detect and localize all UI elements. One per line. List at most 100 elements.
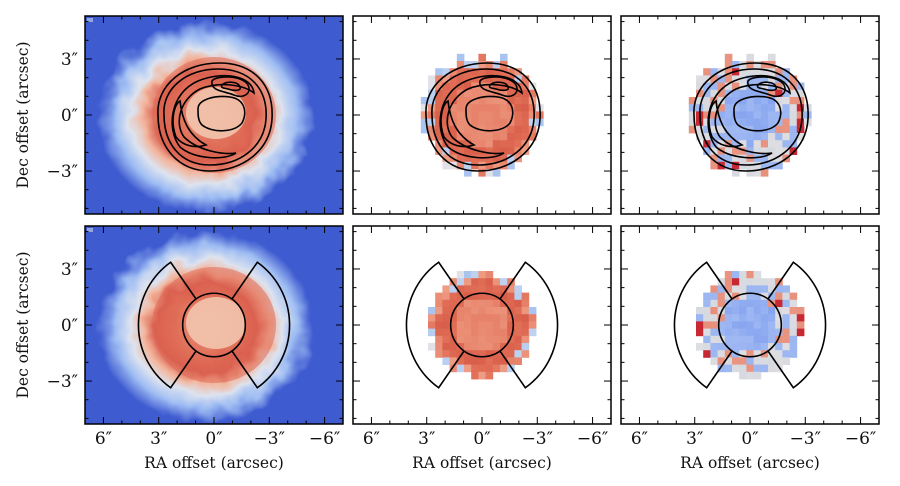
- y-tick-label: −3″: [47, 162, 78, 182]
- map-pixel: [507, 82, 515, 91]
- map-pixel: [456, 285, 465, 293]
- map-pixel: [760, 314, 769, 322]
- map-pixel: [464, 75, 472, 83]
- map-pixel: [471, 89, 479, 98]
- map-pixel: [696, 321, 704, 329]
- map-pixel: [507, 97, 515, 105]
- map-pixel: [471, 125, 479, 134]
- map-pixel: [507, 335, 515, 344]
- map-pixel: [507, 285, 515, 293]
- map-pixel: [796, 111, 805, 119]
- map-pixel: [768, 89, 776, 98]
- map-pixel: [789, 133, 798, 141]
- map-pixel: [782, 118, 790, 127]
- map-pixel: [485, 278, 494, 286]
- map-pixel: [478, 278, 486, 286]
- map-pixel: [435, 133, 443, 141]
- map-pixel: [717, 350, 726, 358]
- nebula-core: [186, 87, 246, 139]
- map-pixel: [514, 321, 522, 329]
- map-pixel: [428, 89, 436, 98]
- map-pixel: [485, 111, 494, 119]
- map-pixel: [464, 154, 472, 163]
- map-pixel: [696, 343, 704, 351]
- map-pixel: [514, 357, 522, 365]
- map-pixel: [732, 307, 740, 315]
- map-pixel: [500, 97, 508, 105]
- y-axis-title: Dec offset (arcsec): [14, 251, 32, 398]
- map-pixel: [478, 53, 486, 62]
- map-pixel: [760, 133, 769, 141]
- map-pixel: [478, 104, 486, 112]
- map-pixel: [528, 111, 537, 119]
- map-pixel: [732, 357, 740, 365]
- map-pixel: [782, 133, 790, 141]
- map-pixel: [428, 321, 436, 329]
- map-pixel: [521, 125, 530, 134]
- map-pixel: [796, 89, 805, 98]
- map-pixel: [703, 82, 711, 91]
- contour-line: [172, 99, 208, 148]
- map-pixel: [485, 321, 494, 329]
- map-pixel: [732, 75, 740, 83]
- map-pixel: [464, 343, 472, 351]
- map-pixel: [796, 118, 805, 127]
- map-pixel: [775, 364, 783, 373]
- panel-image: [353, 226, 611, 424]
- map-pixel: [471, 133, 479, 141]
- map-pixel: [449, 278, 458, 286]
- panel-r1c3: [620, 15, 880, 215]
- map-pixel: [753, 292, 762, 301]
- map-pixel: [746, 82, 754, 91]
- map-pixel: [456, 364, 465, 373]
- contour-line: [488, 81, 510, 92]
- map-pixel: [768, 350, 776, 358]
- map-pixel: [760, 343, 769, 351]
- x-axis-title: RA offset (arcsec): [144, 454, 284, 472]
- map-pixel: [768, 118, 776, 127]
- map-pixel: [703, 147, 711, 155]
- map-pixel: [775, 125, 783, 134]
- map-pixel: [456, 133, 465, 141]
- map-pixel: [732, 97, 740, 105]
- map-pixel: [514, 118, 522, 127]
- map-pixel: [471, 321, 479, 329]
- map-pixel: [789, 321, 798, 329]
- map-pixel: [456, 350, 465, 358]
- panel-r2c3: [620, 225, 880, 425]
- map-pixel: [492, 285, 501, 293]
- map-pixel: [471, 285, 479, 293]
- map-pixel: [442, 97, 450, 105]
- panel-r2c1: [84, 225, 344, 425]
- map-pixel: [442, 307, 450, 315]
- map-pixel: [464, 147, 472, 155]
- map-pixel: [724, 292, 733, 301]
- map-pixel: [739, 271, 747, 279]
- map-pixel: [464, 125, 472, 134]
- map-pixel: [724, 357, 733, 365]
- map-pixel: [789, 125, 798, 134]
- x-tick-label: 0″: [473, 429, 490, 449]
- map-pixel: [775, 154, 783, 163]
- map-pixel: [507, 350, 515, 358]
- map-pixel: [507, 125, 515, 134]
- map-pixel: [746, 328, 754, 337]
- map-pixel: [782, 335, 790, 344]
- map-pixel: [471, 371, 479, 380]
- map-pixel: [485, 140, 494, 148]
- map-pixel: [753, 321, 762, 329]
- map-pixel: [789, 328, 798, 337]
- map-pixel: [442, 161, 450, 170]
- map-pixel: [471, 278, 479, 286]
- map-pixel: [456, 314, 465, 322]
- map-pixel: [688, 118, 697, 127]
- map-pixel: [746, 140, 754, 148]
- map-pixel: [775, 350, 783, 358]
- map-pixel: [732, 271, 740, 279]
- map-pixel: [471, 111, 479, 119]
- map-pixel: [782, 292, 790, 301]
- map-pixel: [768, 299, 776, 308]
- map-pixel: [442, 89, 450, 98]
- map-pixel: [760, 328, 769, 337]
- map-pixel: [760, 61, 769, 69]
